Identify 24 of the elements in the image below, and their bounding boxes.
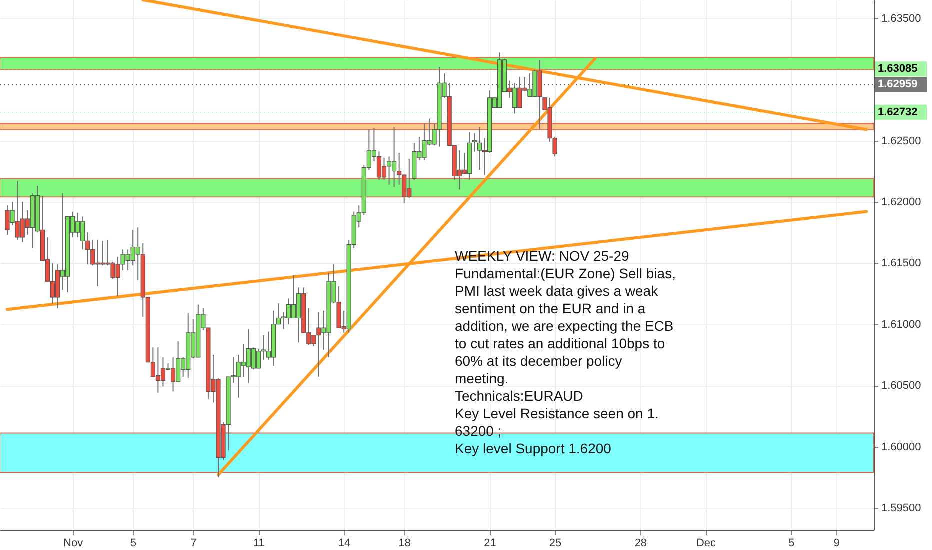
- x-tick-label: 11: [253, 538, 265, 550]
- y-tick-label: 1.60500: [882, 380, 922, 392]
- x-tick-label: 5: [130, 538, 137, 550]
- x-tick-label: Nov: [64, 538, 84, 550]
- y-tick-label: 1.60000: [882, 441, 922, 454]
- x-tick-label: 18: [398, 538, 411, 550]
- y-tick-label: 1.61500: [882, 258, 922, 270]
- candlestick: [472, 132, 477, 152]
- x-tick-label: 9: [834, 538, 840, 550]
- ref-line-label: 1.62732: [878, 106, 918, 118]
- y-tick-label: 1.61000: [882, 318, 922, 331]
- y-tick-label: 1.62500: [882, 135, 922, 148]
- x-tick-label: 25: [549, 538, 562, 550]
- x-tick-label: 5: [788, 538, 795, 550]
- ref-line-label: 1.63085: [878, 63, 918, 76]
- x-tick-label: 28: [634, 538, 648, 550]
- ref-line-label: 1.62959: [878, 78, 918, 91]
- y-tick-label: 1.59500: [882, 502, 922, 514]
- x-tick-label: 21: [484, 538, 496, 550]
- x-tick-label: 7: [190, 538, 197, 550]
- x-tick-label: 14: [338, 538, 351, 550]
- y-tick-label: 1.62000: [882, 196, 922, 208]
- y-tick-label: 1.63500: [882, 12, 922, 25]
- x-tick-label: Dec: [696, 538, 717, 550]
